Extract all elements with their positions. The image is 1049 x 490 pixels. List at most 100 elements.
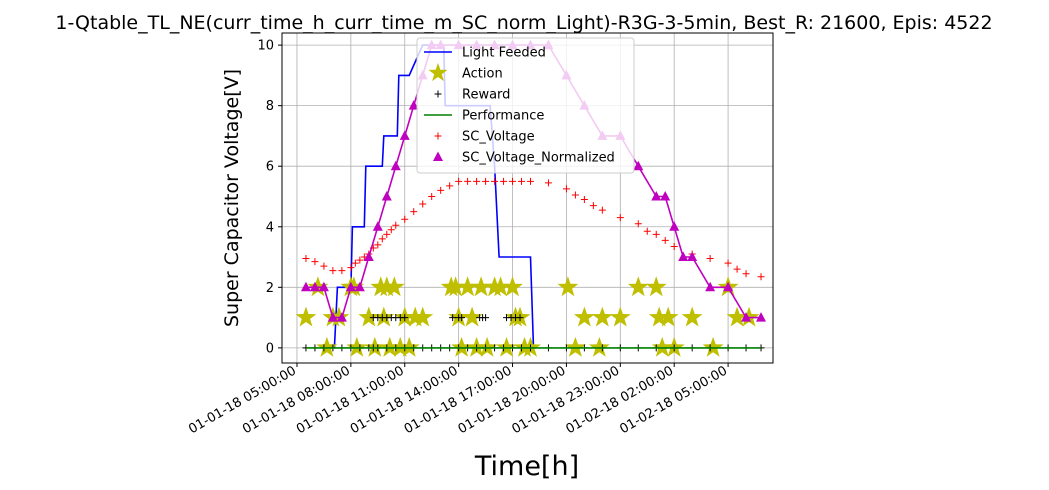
- data-point-plus: [428, 192, 436, 200]
- y-tick-label: 0: [266, 341, 274, 356]
- data-point-triangle: [354, 281, 365, 292]
- data-point-plus: [491, 177, 499, 185]
- data-point-plus: [757, 273, 765, 281]
- y-tick-label: 8: [266, 99, 274, 114]
- legend-label: Light Feeded: [462, 46, 546, 61]
- data-point-plus: [437, 186, 445, 194]
- data-point-triangle: [705, 281, 716, 292]
- data-point-star: [726, 306, 748, 327]
- data-point-plus: [482, 314, 490, 322]
- data-point-plus: [661, 236, 669, 244]
- data-point-triangle: [363, 251, 374, 262]
- x-axis-label: Time[h]: [474, 451, 579, 482]
- y-axis-ticks: 0 2 4 6 8 10: [257, 39, 282, 356]
- data-point-star: [383, 276, 405, 297]
- data-point-star: [398, 336, 420, 357]
- data-point-plus: [351, 259, 359, 267]
- legend-box: [416, 37, 635, 174]
- data-point-star: [451, 336, 473, 357]
- data-point-plus: [516, 314, 524, 322]
- data-point-star: [588, 336, 610, 357]
- data-point-star: [591, 306, 613, 327]
- data-point-plus: [634, 220, 642, 228]
- data-point-star: [476, 336, 498, 357]
- legend-swatch: [434, 132, 442, 140]
- data-point-star: [496, 336, 517, 357]
- data-point-star: [445, 276, 467, 297]
- data-point-star: [373, 306, 395, 327]
- legend: Light Feeded Action Reward Performance SC_Vo…: [416, 37, 635, 174]
- data-point-plus: [580, 196, 588, 204]
- legend-label: Reward: [462, 88, 510, 103]
- y-tick-label: 2: [266, 281, 274, 296]
- data-point-triangle: [651, 190, 662, 201]
- legend-swatch: [433, 151, 443, 161]
- data-point-star: [490, 276, 511, 297]
- data-point-plus: [473, 177, 481, 185]
- data-point-star: [379, 336, 401, 357]
- legend-item: Action: [428, 63, 503, 82]
- data-point-plus: [571, 191, 579, 199]
- series-sc-voltage: [302, 177, 765, 281]
- data-point-plus: [733, 265, 741, 273]
- data-point-triangle: [399, 130, 410, 140]
- legend-item: Performance: [424, 109, 544, 124]
- legend-item: SC_Voltage: [434, 130, 535, 145]
- data-point-plus: [311, 258, 319, 266]
- data-point-star: [648, 306, 670, 327]
- data-point-plus: [562, 185, 570, 193]
- data-point-star: [389, 336, 411, 357]
- data-point-triangle: [723, 281, 734, 292]
- data-point-plus: [724, 259, 732, 267]
- data-point-plus: [449, 314, 457, 322]
- data-point-star: [502, 276, 523, 297]
- data-point-star: [364, 336, 386, 357]
- data-point-plus: [670, 242, 678, 250]
- data-point-triangle: [633, 160, 644, 171]
- data-point-plus: [419, 200, 427, 208]
- data-point-star: [376, 276, 398, 297]
- data-point-plus: [410, 208, 418, 216]
- data-point-plus: [518, 177, 526, 185]
- data-point-plus: [482, 177, 490, 185]
- data-point-triangle: [300, 281, 311, 292]
- data-point-plus: [455, 177, 463, 185]
- data-point-star: [457, 276, 479, 297]
- data-point-plus: [338, 267, 346, 275]
- data-point-star: [738, 306, 760, 327]
- legend-label: Action: [462, 67, 503, 82]
- data-point-triangle: [408, 100, 419, 110]
- data-point-star: [627, 276, 649, 297]
- y-axis-label: Super Capacitor Voltage[V]: [221, 69, 243, 327]
- data-point-triangle: [678, 251, 689, 262]
- data-point-plus: [652, 230, 660, 238]
- data-point-star: [702, 336, 724, 357]
- data-point-plus: [526, 177, 534, 185]
- data-point-star: [358, 306, 380, 327]
- data-point-star: [657, 306, 679, 327]
- data-point-plus: [392, 221, 400, 229]
- data-point-star: [609, 306, 631, 327]
- data-point-star: [343, 276, 365, 297]
- chart-title: 1-Qtable_TL_NE(curr_time_h_curr_time_m_S…: [55, 12, 992, 34]
- y-tick-label: 10: [257, 39, 274, 54]
- legend-swatch: [434, 90, 442, 98]
- data-point-star: [651, 336, 673, 357]
- y-tick-label: 4: [266, 220, 274, 235]
- legend-item: Reward: [434, 88, 510, 103]
- data-point-plus: [401, 314, 409, 322]
- data-point-triangle: [327, 312, 338, 322]
- data-point-star: [316, 336, 338, 357]
- data-point-star: [564, 336, 586, 357]
- data-point-triangle: [336, 312, 347, 322]
- data-point-star: [328, 306, 350, 327]
- data-point-plus: [706, 255, 714, 263]
- legend-item: SC_Voltage_Normalized: [433, 151, 615, 166]
- series-action: [295, 276, 760, 357]
- data-point-plus: [329, 267, 337, 275]
- data-point-star: [645, 276, 667, 297]
- legend-label: Performance: [462, 109, 544, 124]
- data-point-plus: [458, 314, 466, 322]
- data-point-plus: [589, 202, 597, 210]
